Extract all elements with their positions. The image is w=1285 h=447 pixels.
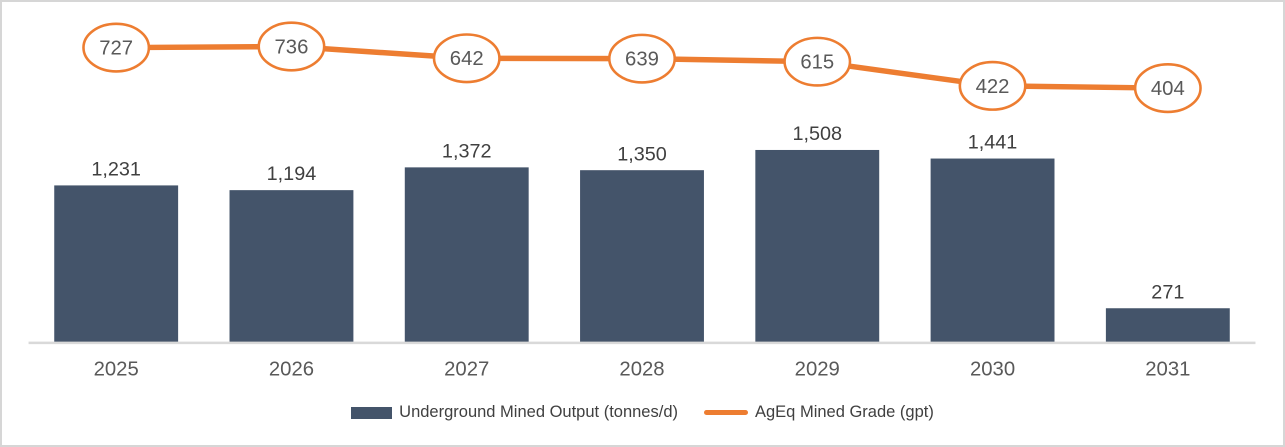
grade-marker-label: 404 xyxy=(1151,78,1185,100)
grade-marker xyxy=(608,33,676,84)
bar xyxy=(755,149,880,343)
x-axis-label: 2026 xyxy=(269,359,314,381)
bar-value-label: 1,508 xyxy=(792,123,842,145)
grade-marker-label: 422 xyxy=(976,76,1010,98)
bar-value-label: 1,194 xyxy=(267,163,317,185)
bar-value-label: 1,372 xyxy=(442,140,492,162)
bar xyxy=(404,167,529,343)
bar-series-legend-label: Underground Mined Output (tonnes/d) xyxy=(399,403,678,421)
bar-value-label: 271 xyxy=(1151,281,1184,303)
bar-value-label: 1,441 xyxy=(968,132,1018,154)
x-axis-label: 2030 xyxy=(970,359,1015,381)
grade-marker-label: 639 xyxy=(625,49,659,71)
x-axis-label: 2027 xyxy=(444,359,489,381)
bar xyxy=(930,158,1055,343)
bar xyxy=(580,170,704,343)
x-axis-label: 2025 xyxy=(94,359,139,381)
grade-marker xyxy=(958,60,1027,111)
grade-marker-label: 615 xyxy=(800,52,834,74)
bar xyxy=(229,190,354,343)
grade-marker xyxy=(1133,63,1202,114)
x-axis-label: 2031 xyxy=(1145,359,1190,381)
grade-marker xyxy=(783,36,852,87)
grade-marker-label: 727 xyxy=(99,38,133,60)
line-series-swatch-icon xyxy=(704,410,748,415)
grade-marker-label: 736 xyxy=(275,36,309,58)
bar xyxy=(1105,308,1230,343)
bar-value-label: 1,231 xyxy=(91,158,141,180)
legend-item-line-series: AgEq Mined Grade (gpt) xyxy=(704,403,934,422)
grade-marker-label: 642 xyxy=(450,48,484,70)
chart-legend: Underground Mined Output (tonnes/d) AgEq… xyxy=(2,403,1283,422)
bar xyxy=(54,185,179,343)
bar-value-label: 1,350 xyxy=(617,143,667,165)
grade-marker xyxy=(432,33,501,84)
x-axis-label: 2028 xyxy=(619,359,664,381)
grade-marker xyxy=(257,21,326,72)
x-axis-label: 2029 xyxy=(795,359,840,381)
grade-marker xyxy=(82,22,151,73)
bar-series-swatch-icon xyxy=(351,406,393,419)
line-series-legend-label: AgEq Mined Grade (gpt) xyxy=(755,403,934,421)
legend-item-bar-series: Underground Mined Output (tonnes/d) xyxy=(351,403,678,422)
